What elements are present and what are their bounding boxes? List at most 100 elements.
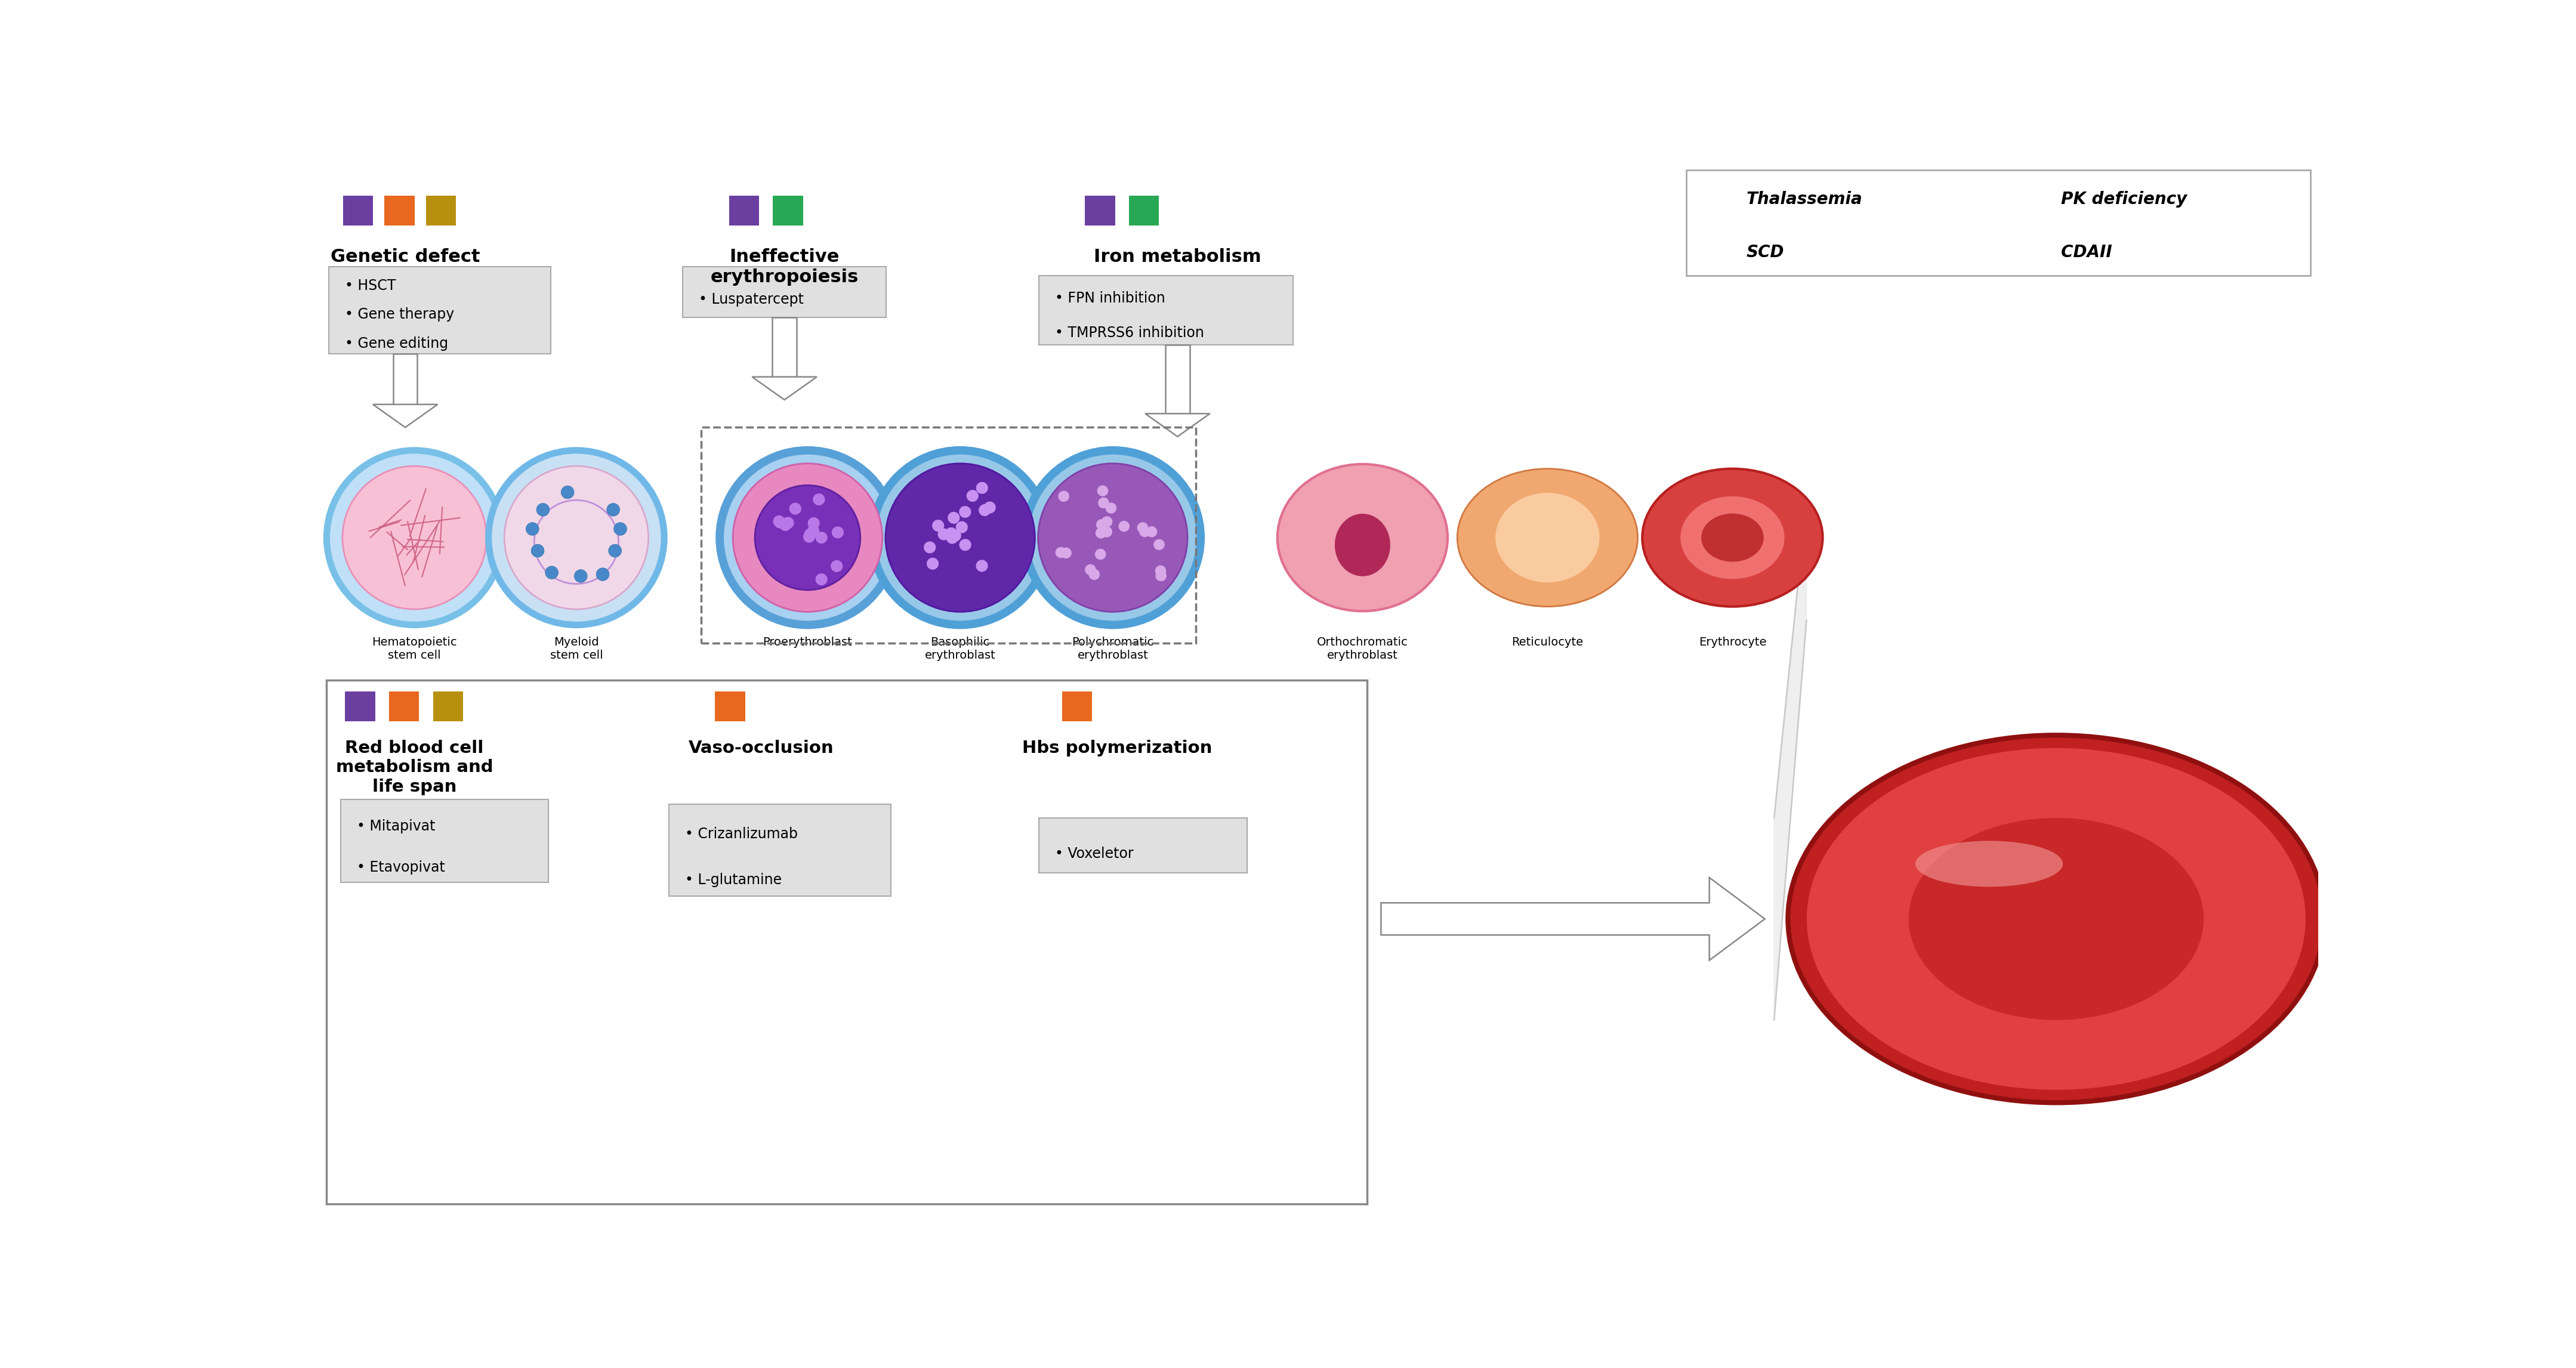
- Text: • Etavopivat: • Etavopivat: [355, 860, 446, 876]
- Circle shape: [945, 527, 958, 539]
- Circle shape: [1105, 502, 1115, 513]
- Circle shape: [1157, 570, 1167, 581]
- Circle shape: [958, 539, 971, 551]
- Text: CDAII: CDAII: [2061, 244, 2112, 260]
- Text: SCD: SCD: [1747, 244, 1785, 260]
- Circle shape: [562, 486, 574, 499]
- Text: Reticulocyte: Reticulocyte: [1512, 636, 1584, 647]
- Circle shape: [938, 528, 951, 540]
- Circle shape: [608, 503, 621, 516]
- FancyBboxPatch shape: [1705, 238, 1734, 267]
- Circle shape: [966, 490, 979, 502]
- Circle shape: [829, 560, 842, 572]
- Circle shape: [1084, 564, 1095, 575]
- Text: Hbs polymerization: Hbs polymerization: [1023, 740, 1213, 757]
- Circle shape: [817, 532, 827, 543]
- Circle shape: [948, 512, 961, 524]
- Text: Myeloid
stem cell: Myeloid stem cell: [549, 636, 603, 661]
- Circle shape: [1025, 450, 1200, 625]
- Circle shape: [1061, 547, 1072, 558]
- Circle shape: [1059, 491, 1069, 502]
- FancyBboxPatch shape: [330, 267, 551, 354]
- Text: • Mitapivat: • Mitapivat: [355, 819, 435, 833]
- Circle shape: [809, 517, 819, 529]
- FancyBboxPatch shape: [425, 196, 456, 226]
- FancyBboxPatch shape: [716, 692, 744, 721]
- Ellipse shape: [1643, 469, 1824, 606]
- Circle shape: [806, 525, 819, 536]
- Circle shape: [979, 505, 992, 516]
- Circle shape: [945, 532, 958, 544]
- Circle shape: [804, 531, 814, 543]
- Text: Red blood cell
metabolism and
life span: Red blood cell metabolism and life span: [335, 740, 492, 795]
- Circle shape: [531, 544, 544, 557]
- Circle shape: [832, 527, 845, 539]
- FancyBboxPatch shape: [2020, 185, 2050, 215]
- Circle shape: [1056, 547, 1066, 558]
- Text: Polychromatic
erythroblast: Polychromatic erythroblast: [1072, 636, 1154, 661]
- Circle shape: [608, 544, 621, 557]
- FancyBboxPatch shape: [389, 692, 420, 721]
- Circle shape: [976, 560, 989, 572]
- Polygon shape: [752, 376, 817, 399]
- FancyBboxPatch shape: [2020, 238, 2050, 267]
- Text: Proerythroblast: Proerythroblast: [762, 636, 853, 647]
- Text: Basophilic
erythroblast: Basophilic erythroblast: [925, 636, 994, 661]
- Circle shape: [948, 529, 961, 542]
- FancyBboxPatch shape: [1128, 196, 1159, 226]
- FancyBboxPatch shape: [683, 267, 886, 317]
- Text: • Crizanlizumab: • Crizanlizumab: [685, 826, 799, 841]
- Circle shape: [1100, 527, 1113, 538]
- Text: • Luspatercept: • Luspatercept: [698, 293, 804, 306]
- FancyBboxPatch shape: [729, 196, 760, 226]
- Ellipse shape: [1917, 841, 2063, 886]
- Polygon shape: [1146, 413, 1211, 436]
- Circle shape: [775, 517, 786, 528]
- Circle shape: [613, 523, 626, 535]
- Circle shape: [927, 558, 938, 569]
- Circle shape: [873, 450, 1048, 625]
- FancyBboxPatch shape: [1084, 196, 1115, 226]
- Circle shape: [526, 523, 538, 535]
- FancyBboxPatch shape: [433, 692, 464, 721]
- Ellipse shape: [1806, 748, 2306, 1090]
- Circle shape: [984, 502, 997, 513]
- Text: Iron metabolism: Iron metabolism: [1095, 248, 1262, 265]
- Circle shape: [1146, 527, 1157, 538]
- Text: PK deficiency: PK deficiency: [2061, 192, 2187, 208]
- Text: Ineffective
erythropoiesis: Ineffective erythropoiesis: [711, 248, 858, 286]
- Text: • FPN inhibition: • FPN inhibition: [1056, 291, 1164, 305]
- FancyBboxPatch shape: [773, 196, 804, 226]
- Text: Thalassemia: Thalassemia: [1747, 192, 1862, 208]
- Circle shape: [817, 573, 827, 586]
- Ellipse shape: [1334, 514, 1391, 576]
- Text: Hematopoietic
stem cell: Hematopoietic stem cell: [371, 636, 456, 661]
- Text: • L-glutamine: • L-glutamine: [685, 873, 781, 886]
- FancyBboxPatch shape: [327, 680, 1368, 1204]
- Text: • HSCT: • HSCT: [345, 278, 397, 293]
- Circle shape: [1154, 565, 1167, 576]
- Ellipse shape: [1278, 464, 1448, 611]
- Text: Orthochromatic
erythroblast: Orthochromatic erythroblast: [1316, 636, 1409, 661]
- FancyBboxPatch shape: [670, 804, 891, 896]
- Circle shape: [1154, 539, 1164, 550]
- Circle shape: [1095, 549, 1105, 560]
- FancyBboxPatch shape: [1038, 276, 1293, 345]
- FancyBboxPatch shape: [340, 799, 549, 882]
- FancyBboxPatch shape: [394, 354, 417, 405]
- Text: • Voxeletor: • Voxeletor: [1056, 847, 1133, 860]
- Ellipse shape: [1909, 818, 2202, 1021]
- Text: Genetic defect: Genetic defect: [330, 248, 479, 265]
- Circle shape: [546, 566, 559, 579]
- Ellipse shape: [1788, 735, 2324, 1103]
- Circle shape: [1097, 486, 1108, 497]
- Circle shape: [1118, 521, 1131, 532]
- FancyArrow shape: [1381, 878, 1765, 960]
- Ellipse shape: [1497, 492, 1600, 583]
- FancyBboxPatch shape: [343, 196, 374, 226]
- Ellipse shape: [1458, 469, 1638, 606]
- Circle shape: [788, 502, 801, 514]
- Circle shape: [976, 482, 989, 494]
- Circle shape: [1097, 498, 1110, 509]
- Text: • TMPRSS6 inhibition: • TMPRSS6 inhibition: [1056, 326, 1203, 339]
